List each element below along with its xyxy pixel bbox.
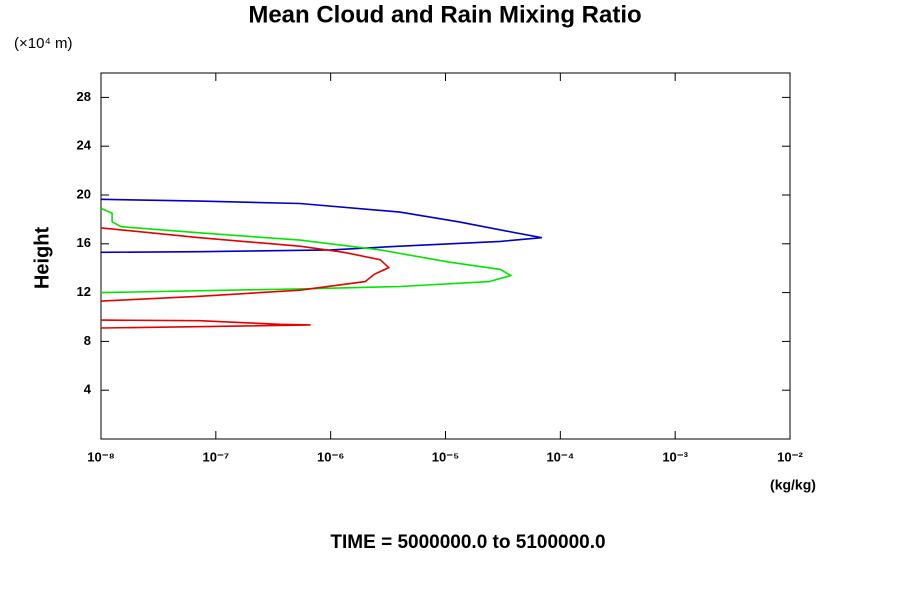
x-tick-label: 10⁻⁵ <box>432 449 459 464</box>
y-tick-label: 12 <box>77 284 91 299</box>
y-tick-label: 28 <box>77 89 91 104</box>
data-line <box>100 227 391 329</box>
x-tick-label: 10⁻⁸ <box>87 449 114 464</box>
x-tick-label: 10⁻³ <box>662 449 688 464</box>
y-unit-label: (×10⁴ m) <box>14 35 73 52</box>
y-tick-label: 20 <box>77 186 91 201</box>
data-line <box>100 198 542 254</box>
x-tick-label: 10⁻² <box>777 449 803 464</box>
y-tick-label: 4 <box>84 382 92 397</box>
chart-title: Mean Cloud and Rain Mixing Ratio <box>248 1 641 28</box>
data-line <box>100 207 513 294</box>
footer: TIME = 5000000.0 to 5100000.0 <box>330 532 605 553</box>
y-tick-label: 8 <box>84 333 91 348</box>
x-unit-label: (kg/kg) <box>770 477 816 493</box>
y-tick-label: 16 <box>77 235 91 250</box>
x-tick-label: 10⁻⁴ <box>546 449 574 464</box>
y-tick-label: 24 <box>77 138 92 153</box>
x-tick-label: 10⁻⁷ <box>202 449 229 464</box>
x-tick-label: 10⁻⁶ <box>317 449 344 464</box>
y-axis-title: Height <box>31 227 53 290</box>
